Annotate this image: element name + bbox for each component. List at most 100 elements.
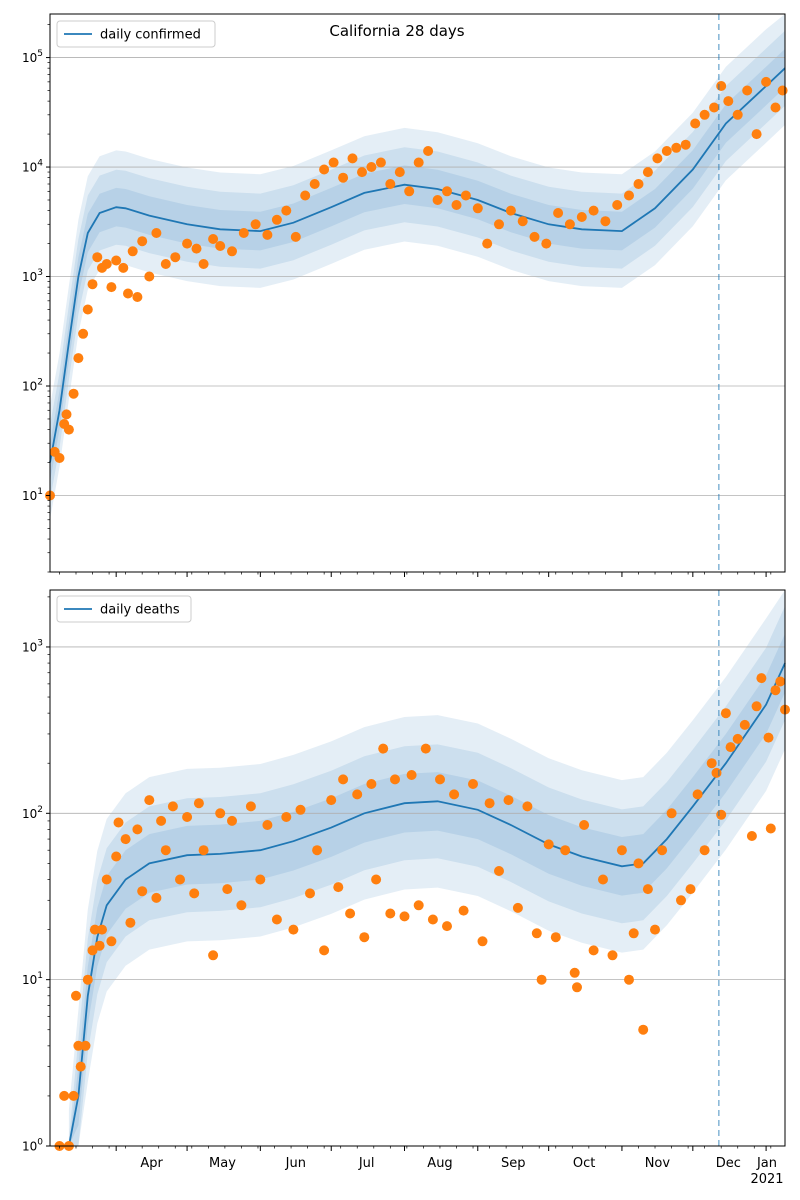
observed-point	[435, 774, 445, 785]
observed-point	[54, 453, 65, 463]
observed-point	[579, 820, 590, 830]
observed-point	[160, 845, 171, 856]
observed-point	[271, 214, 282, 225]
observed-point	[628, 928, 639, 939]
observed-point	[494, 866, 504, 876]
observed-point	[319, 945, 330, 956]
observed-point	[144, 795, 155, 806]
observed-point	[357, 167, 367, 178]
observed-point	[238, 228, 249, 238]
observed-point	[198, 259, 209, 269]
observed-point	[338, 774, 349, 785]
deaths-uncertainty-bands	[68, 590, 785, 1146]
observed-point	[569, 967, 580, 978]
observed-point	[503, 795, 514, 806]
observed-point	[531, 928, 542, 939]
observed-point	[106, 282, 117, 293]
observed-point	[709, 102, 720, 113]
y-tick-label: 105	[22, 49, 43, 65]
observed-point	[484, 798, 495, 809]
confirmed-y-axis: 101 102 103 104 105	[22, 24, 50, 573]
observed-point	[442, 921, 452, 932]
observed-point	[777, 85, 788, 96]
confirmed-panel: 101 102 103 104 105 California 28 days daily…	[22, 13, 788, 577]
observed-point	[427, 914, 438, 925]
observed-point	[451, 200, 462, 210]
observed-point	[262, 229, 273, 240]
observed-point	[685, 884, 696, 895]
observed-point	[73, 353, 84, 364]
observed-point	[120, 834, 131, 845]
confirmed-axes-frame	[49, 13, 786, 573]
observed-point	[564, 219, 575, 230]
observed-point	[347, 153, 358, 164]
observed-point	[460, 190, 471, 201]
uncertainty-band	[68, 590, 785, 1146]
y-tick-label: 102	[22, 378, 43, 394]
observed-point	[94, 940, 105, 951]
observed-point	[305, 888, 315, 899]
observed-point	[215, 241, 226, 251]
observed-point	[82, 304, 93, 315]
observed-point	[638, 1024, 649, 1035]
observed-point	[106, 936, 117, 947]
observed-point	[111, 255, 122, 266]
y-tick-label: 103	[22, 268, 43, 284]
observed-point	[770, 685, 781, 696]
observed-point	[198, 845, 209, 856]
observed-point	[68, 388, 79, 399]
observed-point	[118, 262, 129, 273]
y-tick-label: 101	[22, 487, 43, 503]
observed-point	[680, 139, 691, 150]
observed-point	[385, 179, 396, 189]
observed-point	[404, 186, 415, 197]
observed-point	[399, 911, 410, 922]
observed-point	[113, 817, 124, 828]
observed-point	[522, 801, 533, 812]
observed-point	[756, 673, 767, 684]
observed-point	[560, 845, 571, 856]
observed-point	[612, 200, 623, 210]
observed-point	[642, 167, 653, 178]
observed-point	[657, 845, 668, 856]
observed-point	[78, 328, 89, 339]
observed-point	[706, 758, 717, 769]
y-tick-label: 103	[22, 638, 43, 654]
observed-point	[151, 228, 162, 238]
observed-point	[692, 789, 703, 800]
observed-point	[359, 932, 370, 943]
observed-point	[300, 190, 311, 201]
observed-point	[227, 815, 237, 826]
observed-point	[494, 219, 504, 230]
x-tick-label: Jun	[285, 1156, 306, 1171]
observed-point	[312, 845, 323, 856]
observed-point	[137, 236, 148, 247]
observed-point	[600, 216, 611, 227]
legend-label: daily confirmed	[100, 28, 201, 43]
observed-point	[352, 789, 363, 800]
observed-point	[652, 153, 663, 164]
observed-point	[182, 238, 193, 249]
observed-point	[458, 905, 469, 916]
confirmed-x-axis	[59, 572, 772, 577]
observed-point	[333, 882, 344, 893]
legend-label: daily deaths	[100, 603, 180, 618]
deaths-observed-points	[54, 673, 790, 1151]
x-tick-label: Apr	[140, 1156, 163, 1171]
observed-point	[385, 908, 396, 919]
observed-point	[68, 1090, 79, 1101]
observed-point	[125, 917, 136, 928]
observed-point	[468, 779, 478, 789]
observed-point	[182, 812, 193, 822]
x-tick-label: Jul	[358, 1156, 375, 1171]
observed-point	[550, 932, 561, 943]
legend-box	[56, 595, 192, 623]
observed-point	[761, 76, 772, 87]
observed-point	[89, 924, 100, 935]
observed-point	[215, 808, 226, 819]
y-tick-label: 102	[22, 805, 43, 821]
observed-point	[271, 914, 282, 925]
observed-point	[295, 804, 306, 815]
observed-point	[751, 129, 762, 140]
